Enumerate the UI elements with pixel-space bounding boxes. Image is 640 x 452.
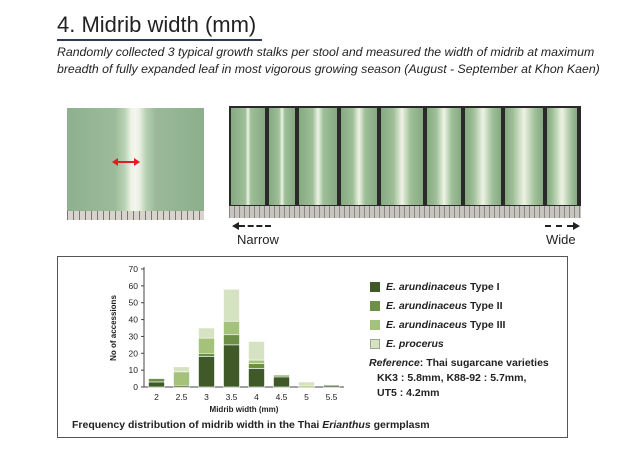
- leaf-sample: [547, 108, 577, 205]
- legend-swatch: [370, 320, 380, 330]
- bar-segment-series-4: [223, 288, 240, 322]
- legend-swatch: [370, 301, 380, 311]
- ruler-strip: [67, 211, 204, 220]
- legend-label: E. arundinaceus Type II: [386, 300, 503, 312]
- chart-panel: 0 10 20 30 40 50 60 70 2 2.5 3 3.5 4 4.5 5 5.5 Midrib wi…: [57, 256, 568, 438]
- caption-genus: Erianthus: [322, 419, 371, 431]
- x-tick-label: 2.5: [176, 392, 188, 402]
- bar-segment-series-1: [198, 356, 215, 388]
- wide-arrowhead: [573, 222, 580, 230]
- y-tick-label: 50: [129, 298, 139, 308]
- caption-post: germplasm: [370, 419, 430, 431]
- bar-segment-series-2: [223, 334, 240, 346]
- y-axis-label: No of accessions: [109, 295, 118, 361]
- leaf-sample: [427, 108, 461, 205]
- bar-segment-series-3: [248, 359, 265, 364]
- x-tick-label: 3.5: [226, 392, 238, 402]
- chart-caption: Frequency distribution of midrib width i…: [72, 419, 430, 431]
- y-tick-label: 60: [129, 281, 139, 291]
- reference-label: Reference: [369, 357, 420, 369]
- bar-segment-series-4: [298, 381, 315, 386]
- legend-label: E. arundinaceus Type III: [386, 319, 505, 331]
- reference-line-2: KK3 : 5.8mm, K88-92 : 5.7mm,: [377, 372, 527, 384]
- bar-segment-series-4: [173, 366, 190, 373]
- narrow-arrowhead: [232, 222, 239, 230]
- slide-description: Randomly collected 3 typical growth stal…: [57, 45, 600, 76]
- legend-species: E. arundinaceus: [386, 319, 468, 331]
- x-tick-label: 5: [304, 392, 309, 402]
- bar-segment-series-1: [223, 344, 240, 388]
- bar-segment-series-1: [323, 385, 340, 388]
- y-tick-label: 40: [129, 315, 139, 325]
- bar-segment-series-3: [198, 337, 215, 354]
- y-tick-label: 0: [133, 382, 138, 392]
- leaf-sample: [269, 108, 295, 205]
- legend-species: E. procerus: [386, 338, 444, 350]
- bar-segment-series-2: [273, 374, 290, 378]
- leaf-sample: [505, 108, 543, 205]
- leaf-sample: [299, 108, 337, 205]
- bar-segment-series-2: [248, 363, 265, 369]
- y-tick-label: 70: [129, 264, 139, 274]
- wide-dashes: [545, 225, 573, 227]
- reference-note: Reference: Thai sugarcane varieties KK3 …: [369, 356, 569, 401]
- bar-segment-series-3: [173, 371, 190, 386]
- bar-segment-series-4: [198, 327, 215, 339]
- narrow-label: Narrow: [237, 232, 279, 247]
- narrow-dashes: [239, 225, 271, 227]
- bar-segment-series-1: [148, 381, 165, 388]
- y-tick-label: 20: [129, 348, 139, 358]
- title-underline: [57, 39, 262, 41]
- ruler-strip: [229, 206, 581, 218]
- x-axis-label: Midrib width (mm): [210, 405, 279, 414]
- bar-segment-series-1: [273, 376, 290, 388]
- leaf-sample: [465, 108, 501, 205]
- leaf-sample: [231, 108, 265, 205]
- reference-line-1: Reference: Thai sugarcane varieties: [369, 356, 569, 371]
- wide-label: Wide: [546, 232, 576, 247]
- x-tick-label: 3: [204, 392, 209, 402]
- leaf-comparison-photo: [229, 106, 581, 218]
- x-tick-label: 4: [254, 392, 259, 402]
- red-width-arrow: [112, 158, 140, 166]
- slide-title: 4. Midrib width (mm): [57, 12, 257, 37]
- leaf-sample: [341, 108, 377, 205]
- legend-swatch: [370, 339, 380, 349]
- midrib-closeup-photo: [67, 108, 204, 220]
- reference-text: : Thai sugarcane varieties: [419, 357, 549, 369]
- legend-swatch: [370, 282, 380, 292]
- legend-type: Type II: [467, 300, 503, 312]
- legend-species: E. arundinaceus: [386, 300, 468, 312]
- x-tick-label: 4.5: [276, 392, 288, 402]
- y-tick-label: 10: [129, 365, 139, 375]
- reference-line-3: UT5 : 4.2mm: [377, 387, 440, 399]
- caption-pre: Frequency distribution of midrib width i…: [72, 419, 323, 431]
- bar-segment-series-1: [248, 368, 265, 388]
- legend-species: E. arundinaceus: [386, 281, 468, 293]
- x-tick-label: 5.5: [326, 392, 338, 402]
- leaf-sample: [381, 108, 423, 205]
- bar-segment-series-2: [148, 378, 165, 383]
- histogram-chart: 0 10 20 30 40 50 60 70 2 2.5 3 3.5 4 4.5 5 5.5 Midrib wi…: [109, 264, 344, 414]
- legend-label: E. procerus: [386, 338, 444, 350]
- bar-segment-series-2: [198, 352, 215, 357]
- bar-segment-series-3: [223, 320, 240, 336]
- y-tick-label: 30: [129, 331, 139, 341]
- bar-segment-series-4: [248, 341, 265, 361]
- legend-type: Type I: [467, 281, 500, 293]
- legend-type: Type III: [467, 319, 506, 331]
- legend-label: E. arundinaceus Type I: [386, 281, 500, 293]
- x-tick-label: 2: [154, 392, 159, 402]
